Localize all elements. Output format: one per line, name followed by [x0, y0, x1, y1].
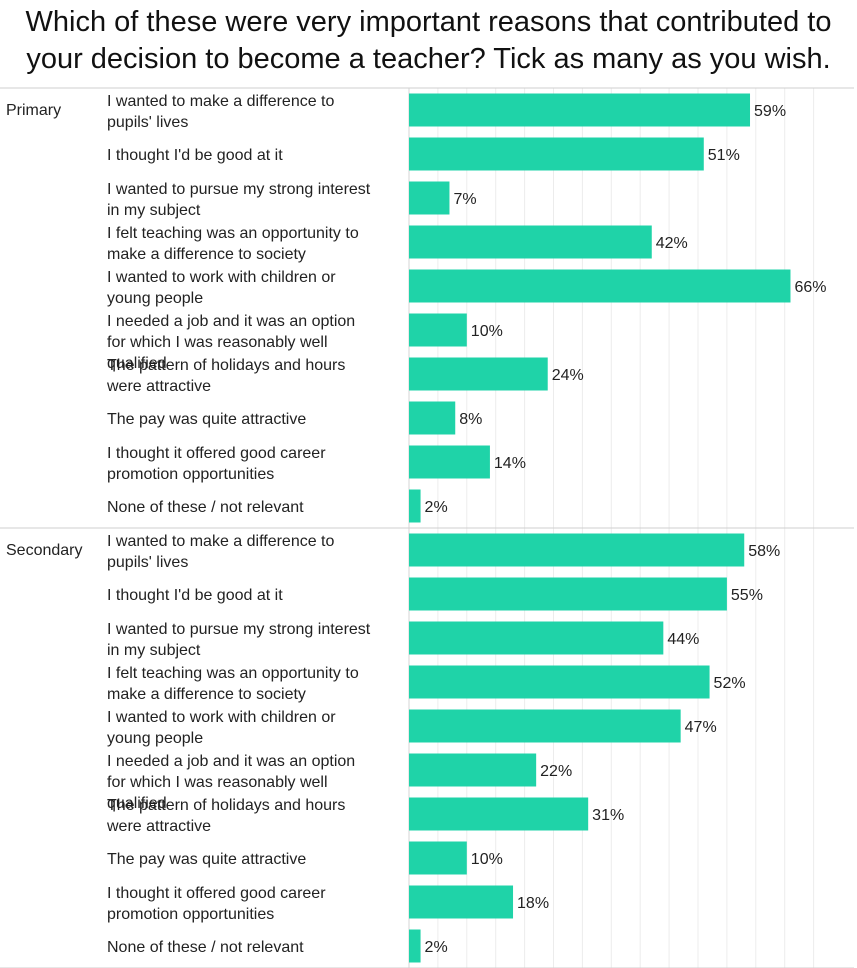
category-label: I felt teaching was an opportunity to mak… [107, 225, 359, 263]
value-label: 31% [592, 807, 624, 824]
value-label: 10% [471, 323, 503, 340]
bar [409, 665, 710, 699]
category-label: I wanted to work with children or young p… [107, 709, 336, 747]
value-label: 51% [708, 147, 740, 164]
bar [409, 445, 490, 479]
bar [409, 929, 421, 963]
value-label: 52% [714, 675, 746, 692]
value-label: 66% [794, 279, 826, 296]
bar [409, 621, 664, 655]
category-label: I wanted to work with children or young p… [107, 269, 336, 307]
category-label: I wanted to pursue my strong interest in … [107, 181, 371, 219]
chart-title: Which of these were very important reaso… [25, 6, 832, 75]
group-label: Secondary [6, 542, 83, 559]
category-label: I wanted to make a difference to pupils' … [107, 93, 335, 131]
value-label: 2% [425, 499, 448, 516]
value-labels: 59% 51% 7% 42% 66% 10% 24% 8% 14% 2% 58% 55% 44% 52% 4… [425, 103, 827, 956]
value-label: 18% [517, 895, 549, 912]
bar [409, 313, 467, 347]
bar [409, 401, 456, 435]
bar [409, 753, 537, 787]
category-label: The pattern of holidays and hours were at… [106, 797, 345, 835]
bar [409, 577, 727, 611]
category-label: I needed a job and it was an option for w… [107, 753, 355, 812]
value-label: 14% [494, 455, 526, 472]
value-label: 24% [552, 367, 584, 384]
category-label: The pattern of holidays and hours were at… [106, 357, 345, 395]
value-label: 44% [667, 631, 699, 648]
bar [409, 533, 745, 567]
bar [409, 709, 681, 743]
bar [409, 181, 450, 215]
category-label: I thought I'd be good at it [107, 147, 283, 164]
value-label: 55% [731, 587, 763, 604]
category-label: I felt teaching was an opportunity to mak… [107, 665, 359, 703]
category-label: I wanted to pursue my strong interest in … [107, 621, 371, 659]
group-separators [0, 87, 854, 968]
bar [409, 269, 791, 303]
category-label: I thought it offered good career promotio… [107, 885, 326, 923]
category-label: The pay was quite attractive [107, 851, 306, 868]
bar [409, 93, 751, 127]
category-label: I needed a job and it was an option for w… [107, 313, 355, 372]
value-label: 10% [471, 851, 503, 868]
value-label: 8% [459, 411, 482, 428]
value-label: 2% [425, 939, 448, 956]
value-label: 59% [754, 103, 786, 120]
bar [409, 841, 467, 875]
bar [409, 137, 704, 171]
category-labels: Primary I wanted to make a difference to p… [6, 93, 371, 956]
group-label: Primary [6, 102, 61, 119]
category-label: I wanted to make a difference to pupils' … [107, 533, 335, 571]
bar [409, 225, 652, 259]
category-label: None of these / not relevant [107, 939, 304, 956]
bar [409, 885, 514, 919]
bar [409, 357, 548, 391]
category-label: None of these / not relevant [107, 499, 304, 516]
value-label: 47% [685, 719, 717, 736]
value-label: 22% [540, 763, 572, 780]
value-label: 7% [453, 191, 476, 208]
category-label: I thought I'd be good at it [107, 587, 283, 604]
value-label: 42% [656, 235, 688, 252]
value-label: 58% [748, 543, 780, 560]
bar [409, 797, 589, 831]
category-label: The pay was quite attractive [107, 411, 306, 428]
category-label: I thought it offered good career promotio… [107, 445, 326, 483]
bars [409, 93, 791, 963]
bar [409, 489, 421, 523]
